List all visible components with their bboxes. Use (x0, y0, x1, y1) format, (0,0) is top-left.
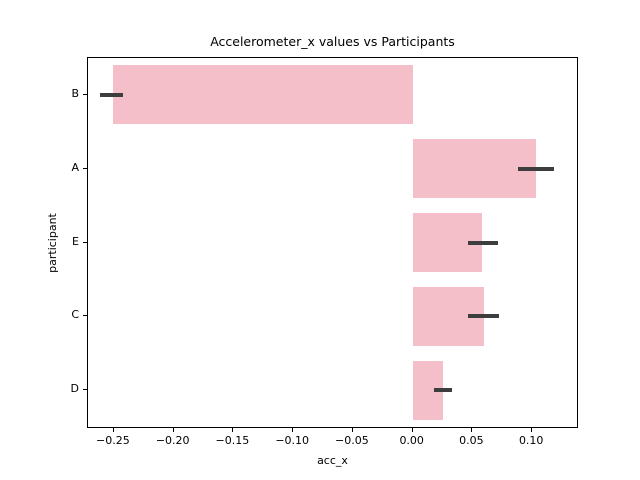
chart-title: Accelerometer_x values vs Participants (210, 34, 455, 49)
bar-A (412, 139, 536, 199)
x-tick-−0.15 (232, 428, 234, 432)
y-tick-C (83, 315, 87, 317)
y-tick-D (83, 389, 87, 391)
x-tick-label-0.10: 0.10 (518, 434, 544, 447)
x-tick-−0.05 (351, 428, 353, 432)
plot-area (87, 57, 578, 428)
x-tick-−0.25 (112, 428, 114, 432)
x-tick-label-−0.15: −0.15 (215, 434, 250, 447)
x-axis-label: acc_x (317, 454, 348, 467)
x-tick-0.10 (531, 428, 533, 432)
x-tick-label-−0.25: −0.25 (96, 434, 130, 447)
x-tick-label-−0.20: −0.20 (155, 434, 190, 447)
y-tick-label-B: B (71, 86, 79, 100)
y-tick-label-D: D (70, 382, 79, 396)
error-bar-A (517, 166, 554, 171)
x-tick-label-0.00: 0.00 (399, 434, 424, 447)
x-tick-label-0.05: 0.05 (459, 434, 484, 447)
x-tick-label-−0.05: −0.05 (335, 434, 369, 447)
error-bar-E (467, 240, 498, 245)
error-bar-D (434, 388, 453, 393)
y-tick-E (83, 241, 87, 243)
x-tick-−0.10 (292, 428, 294, 432)
y-tick-B (83, 93, 87, 95)
x-tick-0.05 (471, 428, 473, 432)
y-tick-label-A: A (71, 160, 79, 174)
x-tick-−0.20 (172, 428, 174, 432)
y-tick-label-E: E (72, 234, 79, 248)
y-tick-label-C: C (71, 308, 79, 322)
x-tick-label-−0.10: −0.10 (275, 434, 310, 447)
error-bar-B (99, 92, 124, 97)
error-bar-C (467, 314, 499, 319)
x-tick-0.00 (411, 428, 413, 432)
y-tick-A (83, 167, 87, 169)
bar-B (112, 65, 413, 125)
